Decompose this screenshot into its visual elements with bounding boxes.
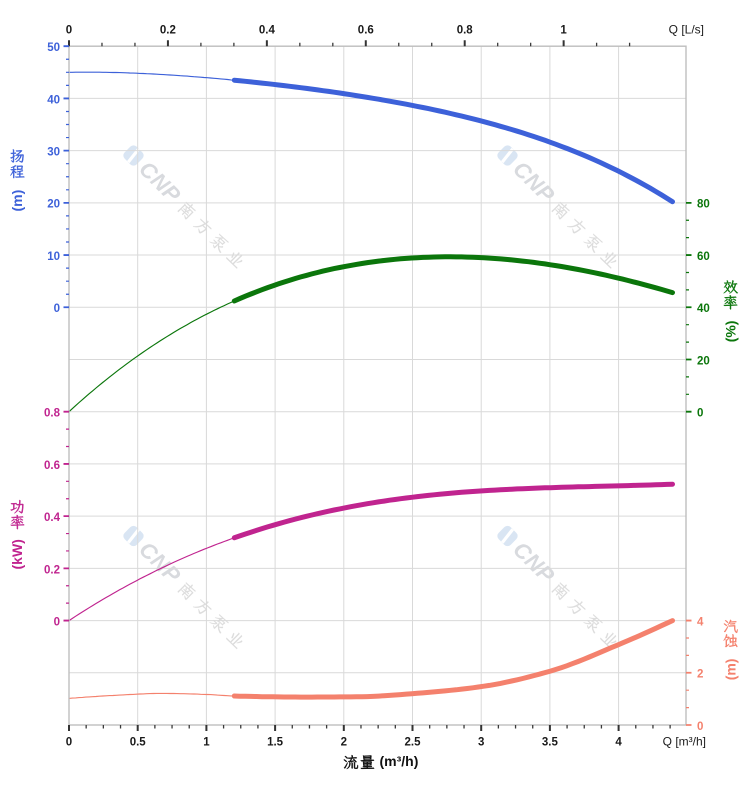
svg-text:0.6: 0.6: [44, 460, 60, 472]
svg-text:0: 0: [697, 721, 703, 733]
svg-text:Q [m³/h]: Q [m³/h]: [663, 735, 706, 749]
svg-text:4: 4: [615, 737, 622, 749]
svg-text:0.8: 0.8: [44, 408, 61, 420]
svg-text:CNP: CNP: [508, 156, 560, 208]
svg-text:0.4: 0.4: [259, 24, 276, 36]
svg-text:0.2: 0.2: [160, 24, 176, 36]
svg-text:0: 0: [54, 303, 60, 315]
svg-text:(kW): (kW): [9, 539, 25, 569]
svg-text:(m³/h): (m³/h): [380, 753, 419, 769]
svg-text:0: 0: [54, 617, 60, 629]
svg-text:0.8: 0.8: [457, 24, 474, 36]
svg-text:0.6: 0.6: [358, 24, 374, 36]
svg-text:CNP: CNP: [508, 537, 560, 589]
svg-text:60: 60: [697, 251, 710, 263]
svg-text:0: 0: [66, 737, 72, 749]
svg-text:0.5: 0.5: [130, 737, 147, 749]
svg-text:CNP: CNP: [134, 156, 186, 208]
svg-text:(m): (m): [9, 190, 25, 212]
svg-text:1: 1: [203, 737, 210, 749]
svg-text:0: 0: [697, 408, 703, 420]
svg-text:(%): (%): [722, 321, 738, 343]
svg-text:40: 40: [697, 303, 710, 315]
svg-text:0.4: 0.4: [44, 512, 61, 524]
svg-text:0.2: 0.2: [44, 564, 60, 576]
svg-text:2: 2: [341, 737, 347, 749]
svg-text:40: 40: [47, 94, 60, 106]
svg-text:Q [L/s]: Q [L/s]: [669, 22, 704, 36]
svg-text:(m): (m): [722, 659, 738, 681]
svg-text:1.5: 1.5: [267, 737, 284, 749]
svg-text:30: 30: [47, 147, 60, 159]
svg-text:4: 4: [697, 617, 704, 629]
svg-text:2: 2: [697, 669, 703, 681]
svg-text:3: 3: [478, 737, 484, 749]
svg-text:50: 50: [47, 42, 60, 54]
svg-text:1: 1: [560, 24, 567, 36]
svg-text:10: 10: [47, 251, 60, 263]
svg-text:CNP: CNP: [134, 537, 186, 589]
svg-text:20: 20: [47, 199, 60, 211]
svg-text:0: 0: [66, 24, 72, 36]
svg-text:2.5: 2.5: [405, 737, 422, 749]
svg-text:3.5: 3.5: [542, 737, 559, 749]
svg-text:80: 80: [697, 199, 710, 211]
svg-text:20: 20: [697, 355, 710, 367]
